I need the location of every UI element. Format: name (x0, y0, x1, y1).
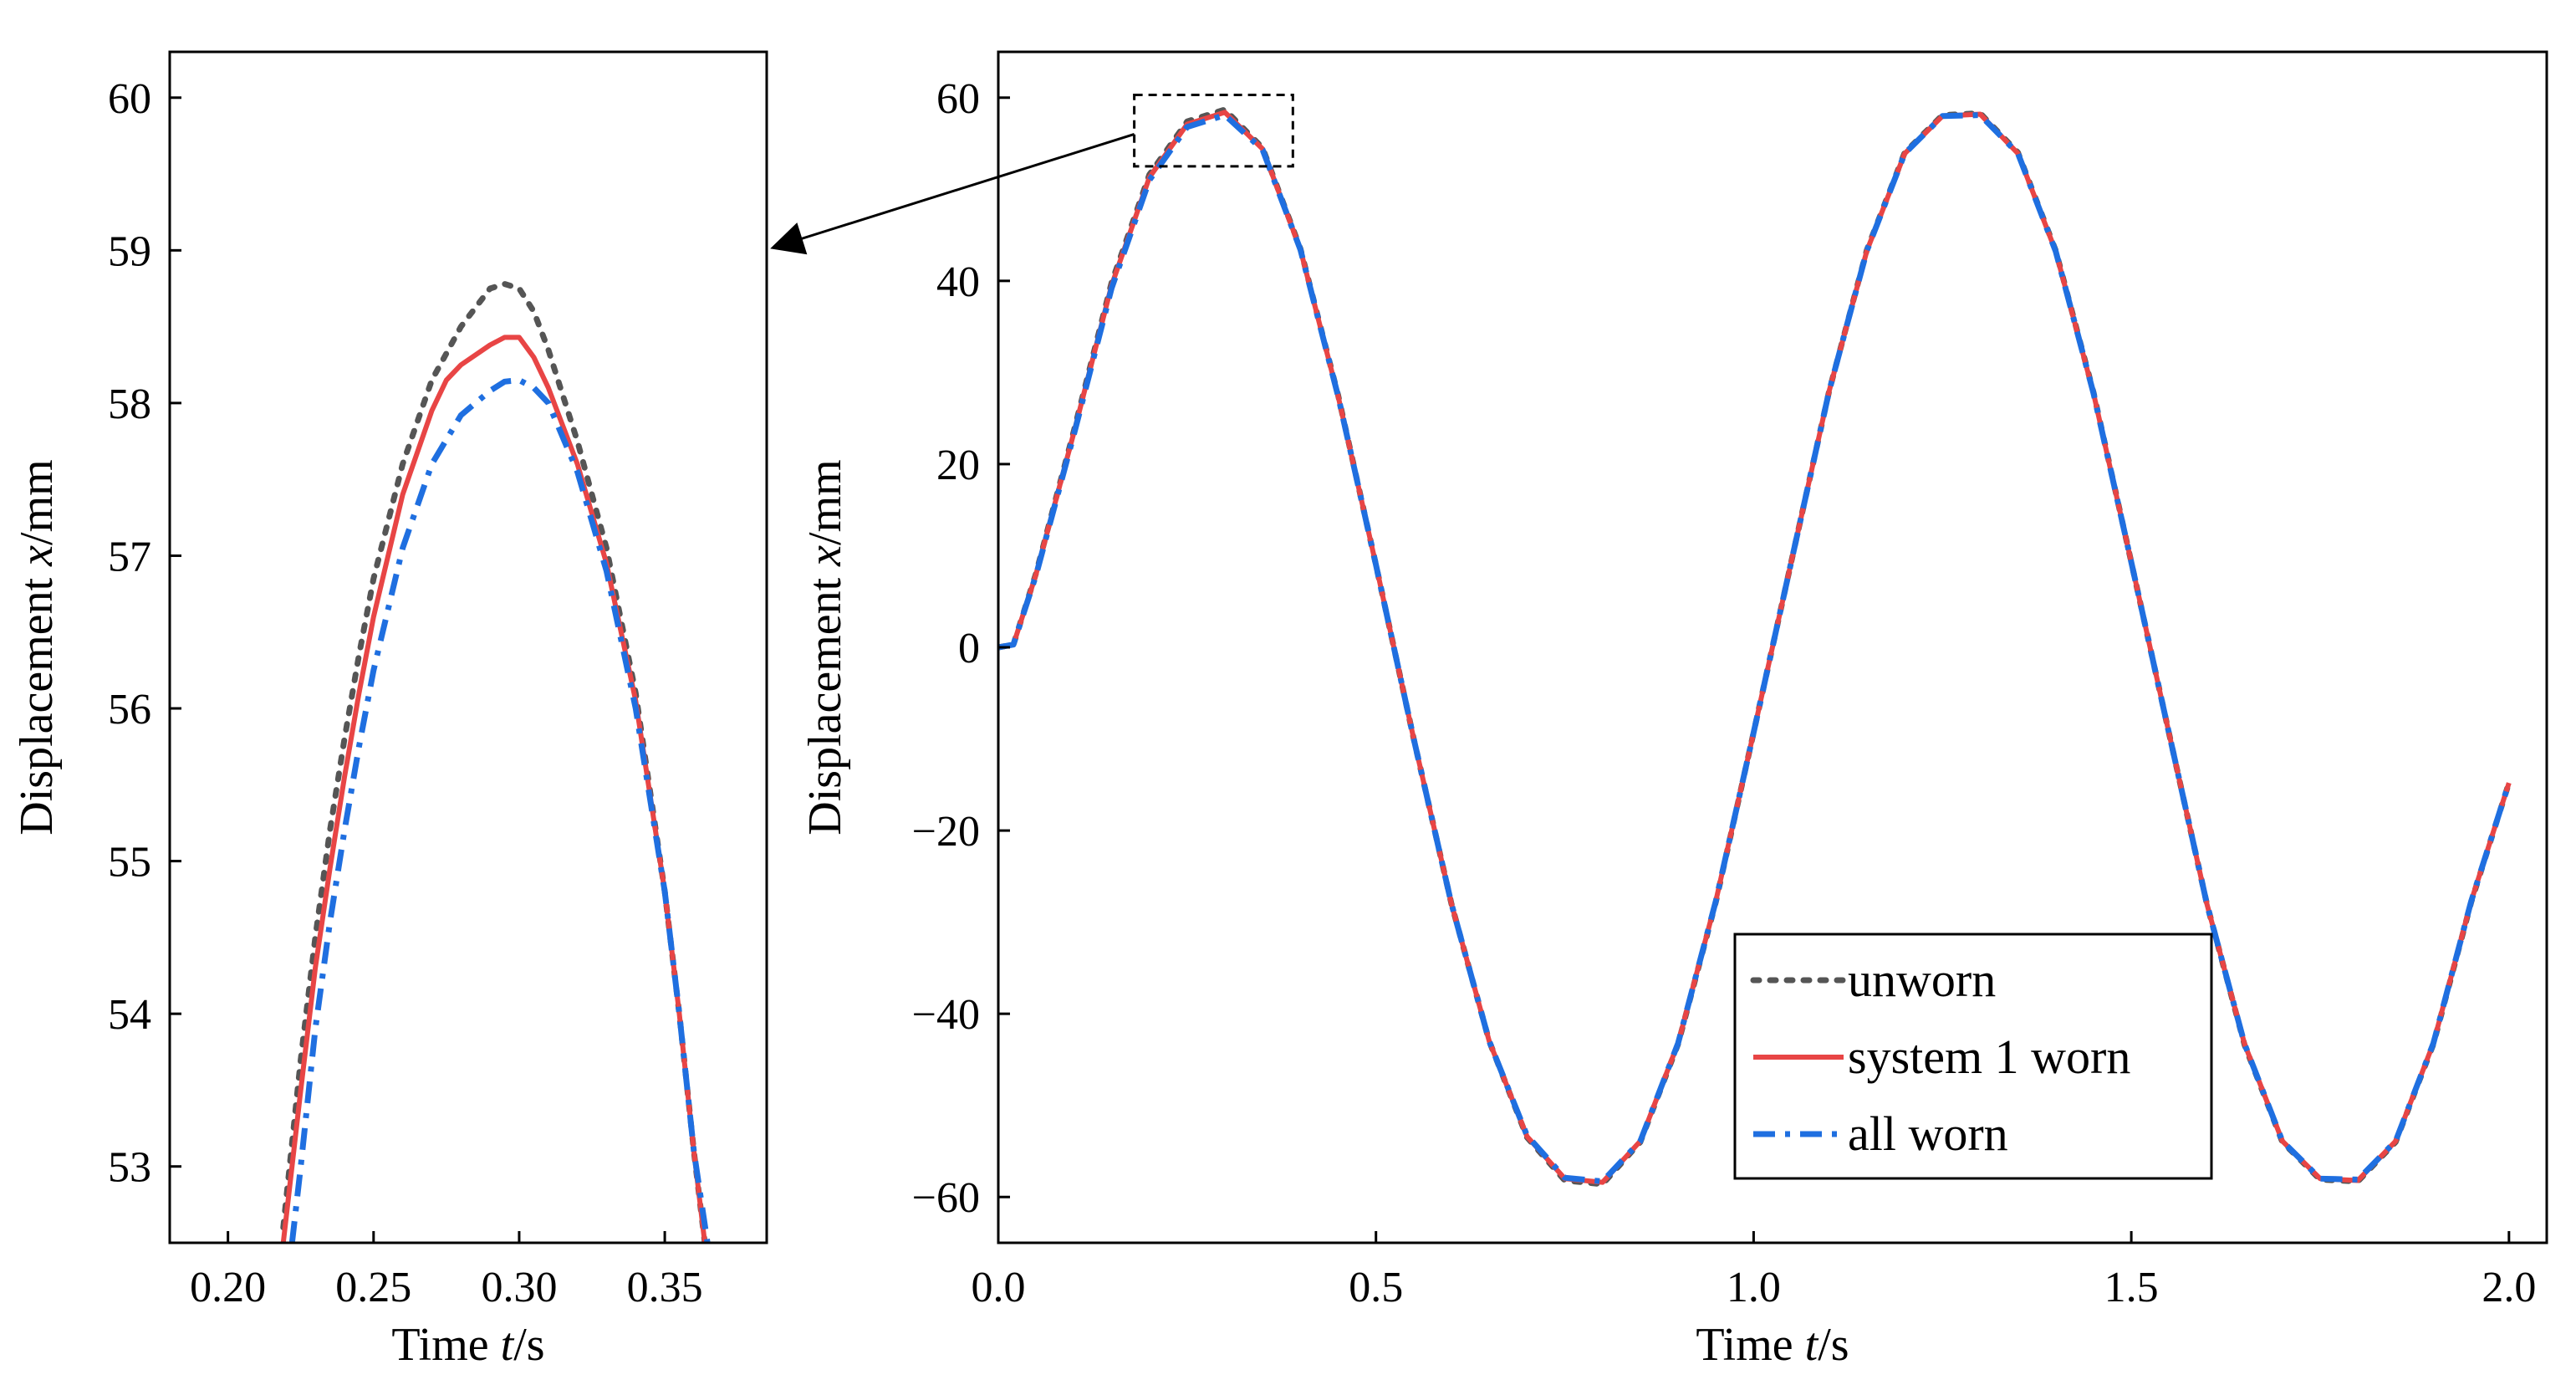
zoom-x-tick-label: 0.35 (627, 1264, 703, 1311)
main-x-tick-label: 1.5 (2104, 1264, 2159, 1311)
main-line-all (998, 112, 2512, 1185)
main-y-tick-label: 20 (936, 442, 980, 489)
zoom-x-axis-title: Time t/s (391, 1319, 544, 1371)
zoom-y-tick-label: 54 (108, 991, 151, 1039)
zoom-plot-frame (168, 50, 768, 1244)
main-y-tick-label: 40 (936, 258, 980, 306)
main-y-tick-label: −60 (912, 1174, 980, 1222)
legend-label-system1: system 1 worn (1848, 1030, 2130, 1084)
main-x-tick-label: 2.0 (2482, 1264, 2536, 1311)
zoom-y-tick-label: 57 (108, 533, 151, 580)
zoom-panel: 0.20 0.25 0.30 0.35 53 54 55 56 57 58 59 60 Time t/s… (11, 50, 768, 1371)
main-x-tick-label: 1.0 (1727, 1264, 1781, 1311)
zoom-arrow (770, 133, 1135, 255)
zoom-y-tick-label: 53 (108, 1144, 151, 1192)
zoom-x-tick-label: 0.25 (335, 1264, 411, 1311)
zoom-line-all (288, 377, 711, 1243)
zoom-y-axis-title: Displacement x/mm (11, 459, 63, 835)
zoom-x-tick-label: 0.20 (190, 1264, 266, 1311)
zoom-connector (770, 93, 1294, 255)
main-x-axis-title: Time t/s (1696, 1319, 1849, 1371)
zoom-region-box (1133, 93, 1294, 168)
main-y-tick-label: −40 (912, 991, 980, 1039)
main-x-tick-label: 0.0 (972, 1264, 1026, 1311)
main-y-axis-title: Displacement x/mm (799, 459, 851, 835)
legend-label-unworn: unworn (1848, 953, 1996, 1007)
main-x-tick-label: 0.5 (1349, 1264, 1403, 1311)
legend: unworn system 1 worn all worn (1733, 933, 2213, 1180)
main-y-tick-label: 60 (936, 75, 980, 123)
zoom-y-tick-label: 56 (108, 686, 151, 733)
main-y-tick-label: −20 (912, 808, 980, 856)
legend-label-all: all worn (1848, 1106, 2008, 1161)
zoom-y-tick-label: 55 (108, 839, 151, 887)
zoom-y-tick-label: 59 (108, 227, 151, 275)
zoom-y-tick-label: 60 (108, 75, 151, 123)
main-panel: 0.0 0.5 1.0 1.5 2.0 −60 −40 −20 0 20 40 60 Time t/s D… (799, 50, 2548, 1371)
main-series-group (998, 106, 2512, 1188)
zoom-y-tick-label: 58 (108, 381, 151, 428)
zoom-series-group (280, 281, 711, 1243)
main-y-tick-label: 0 (958, 625, 980, 672)
zoom-x-tick-label: 0.30 (481, 1264, 557, 1311)
